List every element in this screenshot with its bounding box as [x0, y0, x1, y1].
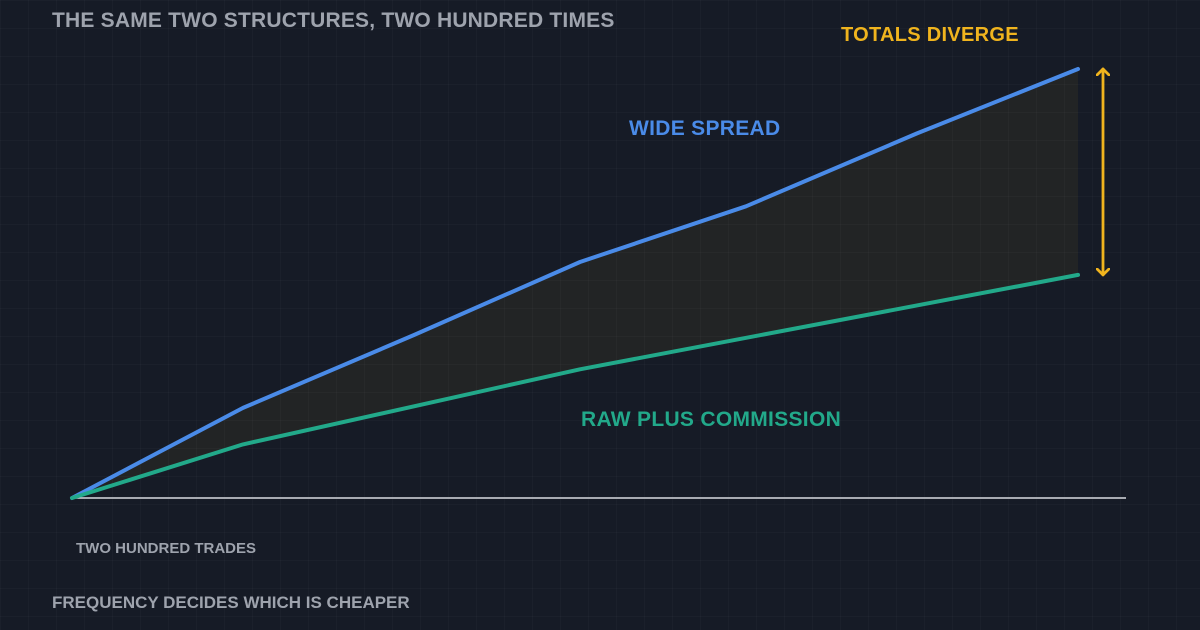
legend-label-wide-spread: WIDE SPREAD — [629, 117, 781, 140]
x-axis-label: TWO HUNDRED TRADES — [76, 540, 256, 557]
series-lines — [70, 67, 1080, 500]
divergence-fill — [72, 69, 1078, 498]
chart-title: THE SAME TWO STRUCTURES, TWO HUNDRED TIM… — [52, 9, 615, 32]
footer-caption: FREQUENCY DECIDES WHICH IS CHEAPER — [52, 593, 410, 612]
series-line-raw-plus-commission — [70, 272, 1080, 500]
legend-label-raw-plus-commission: RAW PLUS COMMISSION — [581, 408, 842, 431]
divergence-fill-area — [72, 69, 1078, 498]
annotation-totals-diverge: TOTALS DIVERGE — [841, 24, 1019, 46]
series-line-wide-spread — [70, 67, 1080, 500]
